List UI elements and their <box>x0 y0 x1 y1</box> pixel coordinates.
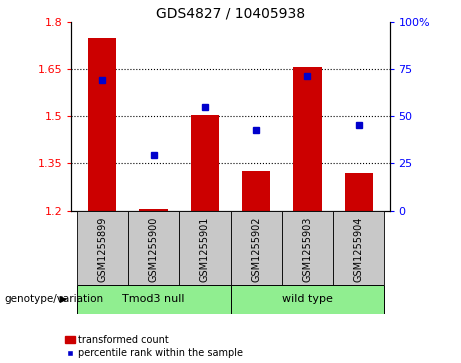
Bar <box>77 211 128 285</box>
Bar <box>230 211 282 285</box>
Bar <box>179 211 230 285</box>
Title: GDS4827 / 10405938: GDS4827 / 10405938 <box>156 7 305 21</box>
Bar <box>128 211 179 285</box>
Text: GSM1255902: GSM1255902 <box>251 216 261 282</box>
Bar <box>333 211 384 285</box>
Bar <box>191 115 219 211</box>
Bar <box>139 209 168 211</box>
Text: genotype/variation: genotype/variation <box>5 294 104 305</box>
Legend: transformed count, percentile rank within the sample: transformed count, percentile rank withi… <box>65 335 243 358</box>
Text: wild type: wild type <box>282 294 333 305</box>
Bar <box>230 285 384 314</box>
Text: GSM1255901: GSM1255901 <box>200 216 210 282</box>
Text: GSM1255900: GSM1255900 <box>148 216 159 282</box>
Bar <box>242 171 270 211</box>
Text: Tmod3 null: Tmod3 null <box>122 294 185 305</box>
Text: GSM1255899: GSM1255899 <box>97 216 107 282</box>
Text: GSM1255904: GSM1255904 <box>354 216 364 282</box>
Bar <box>77 285 230 314</box>
Text: GSM1255903: GSM1255903 <box>302 216 313 282</box>
Bar <box>293 68 322 211</box>
Bar <box>282 211 333 285</box>
Bar <box>88 37 116 211</box>
Bar <box>345 173 373 211</box>
